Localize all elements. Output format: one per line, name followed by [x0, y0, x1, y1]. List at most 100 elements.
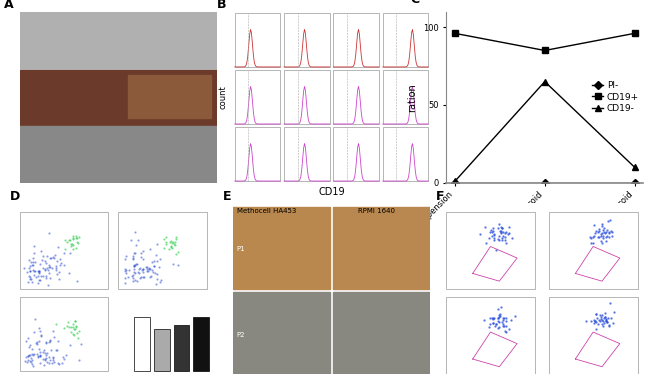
Point: [489, 315, 499, 321]
Point: [36, 247, 46, 254]
Point: [132, 261, 142, 267]
Point: [501, 229, 512, 235]
Point: [59, 251, 70, 257]
Bar: [383, 127, 428, 181]
Point: [124, 267, 135, 273]
Point: [166, 244, 176, 250]
Point: [151, 276, 162, 282]
Point: [29, 267, 40, 274]
Point: [490, 323, 501, 329]
Point: [121, 266, 131, 273]
Point: [44, 262, 55, 268]
Point: [154, 264, 164, 270]
Point: [66, 243, 77, 249]
Point: [68, 246, 79, 252]
Point: [498, 315, 508, 321]
Point: [591, 311, 601, 317]
Point: [601, 238, 612, 244]
Point: [62, 322, 73, 328]
Point: [57, 354, 68, 360]
Point: [480, 223, 490, 230]
Point: [601, 234, 611, 240]
Bar: [20, 126, 217, 183]
Point: [73, 240, 83, 246]
Point: [60, 237, 71, 244]
Point: [73, 357, 84, 364]
Point: [68, 324, 78, 330]
Point: [29, 272, 39, 278]
Point: [138, 248, 148, 254]
Point: [135, 275, 146, 281]
Bar: [383, 70, 428, 124]
Point: [489, 232, 499, 238]
Point: [29, 267, 39, 274]
Point: [597, 221, 607, 227]
Point: [58, 262, 69, 268]
Point: [36, 332, 46, 339]
Point: [604, 230, 614, 237]
Point: [35, 353, 46, 359]
Point: [495, 311, 505, 317]
Point: [42, 281, 53, 288]
Point: [597, 230, 607, 236]
Point: [68, 236, 79, 242]
Point: [488, 229, 498, 235]
Point: [23, 352, 34, 358]
Point: [594, 225, 604, 232]
Point: [62, 239, 72, 245]
Point: [603, 218, 613, 224]
Point: [130, 229, 140, 235]
Point: [32, 339, 42, 345]
Point: [478, 317, 489, 323]
Point: [52, 271, 62, 278]
Point: [120, 256, 130, 262]
Y-axis label: ration: ration: [407, 83, 417, 112]
Point: [35, 277, 46, 283]
Point: [128, 273, 138, 279]
Point: [129, 263, 139, 269]
Text: RPMI 1640: RPMI 1640: [358, 208, 395, 214]
Point: [601, 318, 611, 324]
Point: [155, 279, 165, 285]
Point: [25, 268, 35, 274]
Point: [37, 349, 47, 355]
Point: [488, 237, 499, 243]
Point: [68, 233, 78, 239]
Bar: [20, 70, 217, 125]
Point: [128, 255, 138, 261]
Point: [497, 237, 507, 243]
Point: [603, 234, 614, 240]
Point: [25, 263, 36, 269]
Point: [604, 300, 615, 306]
Point: [591, 311, 601, 317]
Point: [123, 274, 133, 280]
Point: [489, 231, 499, 237]
Point: [597, 240, 607, 246]
Point: [40, 260, 51, 266]
Bar: [284, 127, 330, 181]
Point: [502, 231, 513, 237]
Point: [33, 353, 44, 359]
Point: [44, 354, 55, 360]
Point: [597, 223, 608, 229]
Point: [595, 318, 605, 324]
Point: [29, 329, 39, 335]
Point: [57, 360, 68, 366]
Point: [44, 360, 54, 366]
Point: [27, 361, 38, 367]
Point: [497, 233, 508, 239]
Point: [60, 245, 71, 252]
Point: [24, 276, 34, 282]
Point: [599, 314, 610, 320]
Point: [34, 325, 44, 331]
Point: [170, 239, 180, 245]
Point: [23, 353, 33, 359]
Point: [35, 352, 46, 358]
Point: [484, 324, 495, 330]
Point: [602, 232, 612, 239]
Point: [500, 328, 511, 335]
Point: [23, 265, 34, 271]
Point: [493, 315, 503, 321]
Point: [34, 353, 45, 359]
Point: [144, 264, 154, 271]
